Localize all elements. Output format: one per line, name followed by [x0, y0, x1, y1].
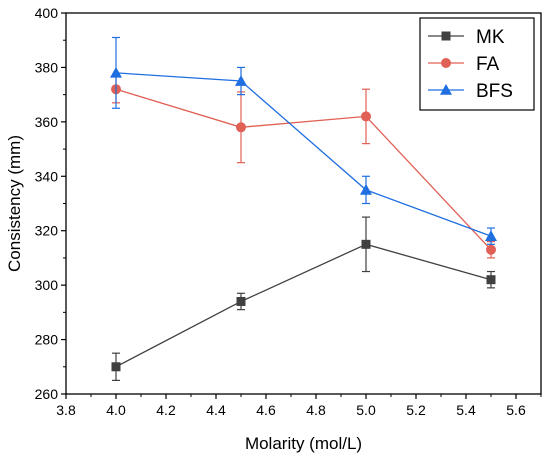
data-point-fa — [486, 244, 496, 255]
legend-box — [419, 17, 535, 111]
x-tick-label: 5.4 — [456, 402, 476, 418]
legend-label-fa: FA — [476, 54, 500, 75]
y-tick-label: 320 — [35, 223, 59, 239]
series-line-fa — [115, 88, 492, 251]
legend-marker-mk — [441, 31, 451, 41]
series-line-mk — [115, 243, 492, 368]
y-tick-label: 340 — [35, 168, 59, 184]
x-tick-label: 4.4 — [206, 402, 226, 418]
y-tick-label: 400 — [35, 5, 59, 21]
x-tick-label: 4.2 — [156, 402, 176, 418]
legend-marker-fa — [441, 58, 451, 68]
x-tick-label: 5.2 — [406, 402, 426, 418]
data-point-bfs — [485, 230, 497, 241]
data-point-bfs — [235, 75, 247, 86]
x-tick-label: 5.6 — [506, 402, 526, 418]
data-point-bfs — [110, 66, 122, 78]
legend-marker-bfs — [440, 84, 452, 95]
series-line-bfs — [115, 72, 492, 237]
data-point-mk — [486, 275, 496, 285]
x-tick-label: 3.8 — [56, 402, 76, 418]
legend-label-mk: MK — [476, 27, 505, 48]
x-tick-label: 4.0 — [106, 402, 126, 418]
legend-label-bfs: BFS — [476, 81, 513, 102]
x-tick-label: 4.8 — [306, 402, 326, 418]
x-tick-label: 5.0 — [356, 402, 376, 418]
y-tick-label: 260 — [35, 386, 59, 402]
legend: MK FA BFS — [419, 17, 535, 111]
data-point-mk — [236, 296, 246, 306]
data-point-fa — [236, 122, 246, 133]
y-axis-label: Consistency (mm) — [5, 135, 24, 272]
x-axis-label: Molarity (mol/L) — [245, 434, 362, 453]
y-tick-label: 280 — [35, 332, 59, 348]
y-tick-label: 380 — [35, 59, 59, 75]
data-point-fa — [361, 111, 371, 122]
y-tick-label: 300 — [35, 277, 59, 293]
plot-layer: 3.8 4.0 4.2 4.4 4.6 4.8 5.0 5.2 5.4 5.6 260 280 300 3… — [35, 5, 542, 418]
y-tick-label: 360 — [35, 114, 59, 130]
x-tick-label: 4.6 — [256, 402, 276, 418]
data-point-mk — [111, 362, 121, 372]
data-point-bfs — [360, 183, 372, 195]
data-point-mk — [361, 239, 371, 249]
